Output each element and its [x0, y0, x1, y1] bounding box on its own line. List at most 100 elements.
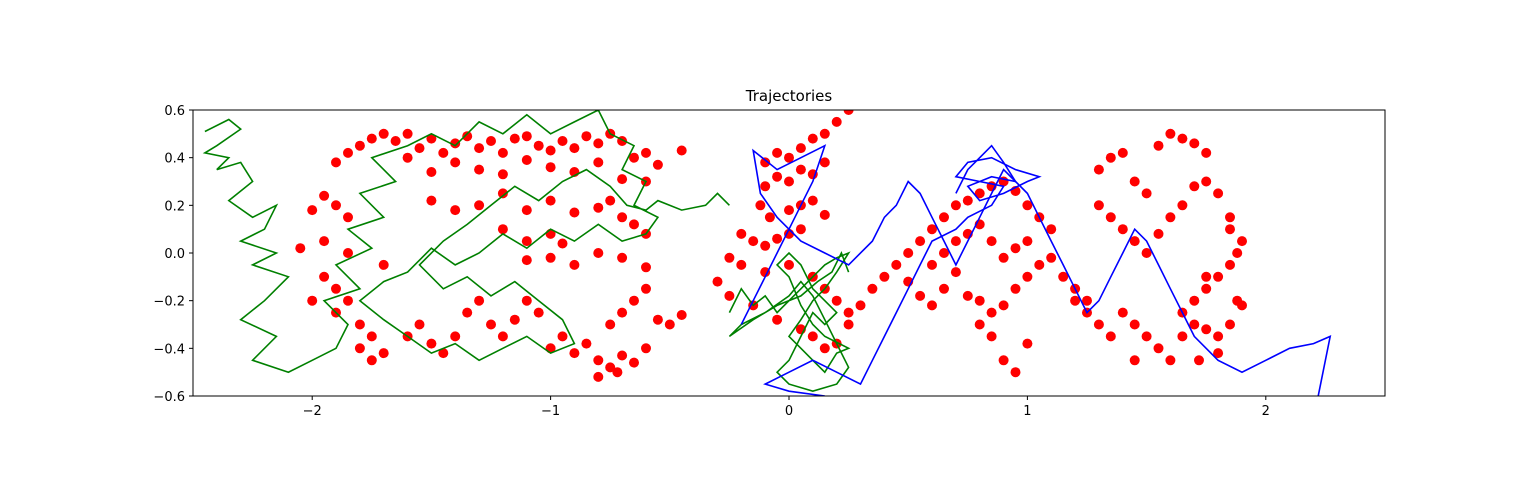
y-tick-label: −0.4 [153, 342, 185, 357]
scatter-point [819, 157, 830, 168]
scatter-point [509, 133, 520, 144]
scatter-point [764, 212, 775, 223]
scatter-point [617, 212, 628, 223]
scatter-point [545, 162, 556, 173]
scatter-point [1201, 147, 1212, 158]
scatter-point [569, 259, 580, 270]
scatter-point [1213, 348, 1224, 359]
scatter-point [521, 255, 532, 266]
scatter-point [1189, 295, 1200, 306]
scatter-point [331, 283, 341, 294]
scatter-point [366, 331, 377, 342]
scatter-point [450, 331, 461, 342]
scatter-point [1213, 271, 1224, 282]
scatter-point [450, 138, 461, 149]
scatter-point [724, 290, 735, 301]
scatter-point [986, 236, 997, 247]
scatter-point [1129, 236, 1140, 247]
trajectory-line [202, 110, 730, 374]
scatter-point [927, 224, 937, 235]
scatter-point [545, 145, 556, 156]
scatter-point [772, 314, 783, 325]
scatter-point [1010, 367, 1021, 378]
scatter-point [1093, 164, 1104, 175]
plot-area [202, 110, 1332, 396]
scatter-point [497, 147, 508, 158]
scatter-point [998, 300, 1009, 311]
scatter-point [569, 143, 580, 154]
trajectory-line [728, 251, 851, 393]
scatter-point [1129, 176, 1140, 187]
scatter-point [1153, 140, 1164, 151]
scatter-point [855, 300, 866, 311]
scatter-point [760, 181, 771, 192]
scatter-point [509, 314, 520, 325]
scatter-point [497, 331, 508, 342]
scatter-point [641, 283, 651, 294]
scatter-point [1153, 228, 1164, 239]
scatter-point [1237, 300, 1247, 311]
scatter-point [962, 290, 973, 301]
scatter-point [755, 200, 766, 211]
scatter-point [736, 228, 747, 239]
scatter-point [1105, 152, 1116, 163]
scatter-point [1177, 200, 1188, 211]
scatter-point [378, 128, 389, 139]
y-tick-label: −0.2 [153, 295, 185, 310]
scatter-point [760, 157, 771, 168]
scatter-point [760, 267, 771, 278]
scatter-point [641, 343, 651, 354]
scatter-point [1165, 128, 1176, 139]
scatter-point [450, 205, 461, 216]
scatter-point [986, 331, 997, 342]
scatter-point [557, 331, 568, 342]
scatter-point [629, 357, 639, 368]
scatter-point [617, 307, 628, 318]
scatter-point [545, 252, 556, 263]
scatter-point [593, 157, 604, 168]
scatter-point [760, 240, 771, 251]
scatter-point [1034, 259, 1045, 270]
scatter-point [974, 188, 985, 199]
scatter-point [343, 212, 353, 223]
scatter-point [402, 152, 413, 163]
scatter-point [521, 236, 532, 247]
scatter-point [366, 355, 377, 366]
scatter-point [1046, 252, 1057, 263]
scatter-point [295, 243, 306, 254]
scatter-point [593, 371, 604, 382]
scatter-point [569, 207, 580, 218]
scatter-point [724, 252, 735, 263]
scatter-point [474, 164, 485, 175]
scatter-point [354, 140, 365, 151]
scatter-point [772, 233, 783, 244]
scatter-point [1129, 319, 1140, 330]
scatter-point [1189, 138, 1200, 149]
scatter-point [581, 338, 592, 349]
scatter-point [795, 164, 806, 175]
scatter-point [998, 252, 1009, 263]
scatter-point [343, 147, 353, 158]
scatter-point [974, 295, 985, 306]
scatter-point [617, 252, 628, 263]
y-tick-label: −0.6 [153, 390, 185, 405]
scatter-point [819, 209, 830, 220]
scatter-point [569, 348, 580, 359]
scatter-point [1117, 224, 1128, 235]
scatter-point [950, 236, 961, 247]
scatter-point [497, 169, 508, 180]
scatter-point [1177, 133, 1188, 144]
scatter-point [915, 236, 926, 247]
scatter-point [593, 355, 604, 366]
scatter-point [950, 200, 961, 211]
scatter-point [1141, 188, 1152, 199]
scatter-point [891, 259, 902, 270]
scatter-point [950, 267, 961, 278]
scatter-point [1213, 331, 1224, 342]
scatter-point [533, 307, 544, 318]
scatter-point [1213, 188, 1224, 199]
scatter-point [1070, 295, 1081, 306]
x-tick-label: 1 [1023, 404, 1031, 419]
scatter-point [831, 295, 842, 306]
